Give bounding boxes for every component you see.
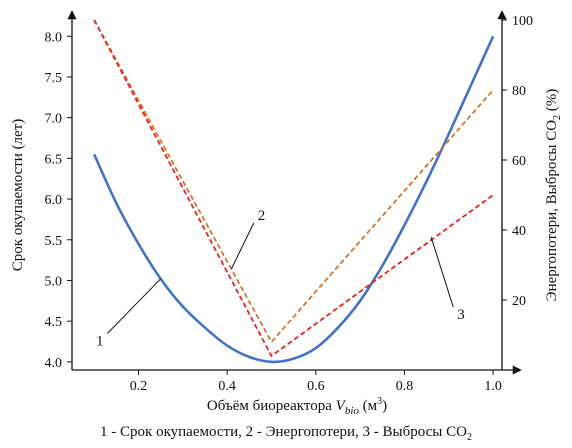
x-tick-label: 0.4	[218, 379, 236, 394]
annotation-1-leader	[107, 278, 162, 334]
y-left-tick-label: 4.0	[45, 356, 63, 371]
x-tick-label: 0.8	[396, 379, 414, 394]
y-right-tick-label: 20	[512, 294, 526, 309]
y-left-tick-label: 6.5	[45, 152, 63, 167]
x-tick-label: 0.2	[130, 379, 148, 394]
y-right-tick-label: 40	[512, 224, 526, 239]
legend-caption: 1 - Срок окупаемости, 2 - Энергопотери, …	[100, 424, 472, 443]
y-left-tick-label: 6.0	[45, 193, 63, 208]
y-left-tick-label: 5.5	[45, 234, 63, 249]
y-right-tick-label: 60	[512, 154, 526, 169]
y-left-axis-title: Срок окупаемости (лет)	[10, 119, 26, 272]
series-3-line	[93, 19, 494, 358]
y-right-tick-label: 100	[512, 14, 533, 29]
series-1-line	[92, 35, 495, 364]
y-right-tick-label: 80	[512, 84, 526, 99]
y-left-tick-label: 7.5	[45, 71, 63, 86]
annotation-3-leader	[430, 236, 454, 308]
y-left-tick-label: 5.0	[45, 274, 63, 289]
annotation-2-label: 2	[258, 208, 266, 224]
y-right-axis-title: Энергопотери, Выбросы CO2 (%)	[544, 89, 563, 302]
x-axis-title: Объём биореактора Vbio (м3)	[207, 396, 387, 417]
annotation-1-label: 1	[96, 333, 104, 349]
y-left-tick-label: 7.0	[45, 112, 63, 127]
y-left-tick-label: 8.0	[45, 30, 63, 45]
x-tick-label: 0.6	[307, 379, 325, 394]
annotation-2-leader	[231, 222, 255, 269]
series-2-line	[93, 19, 494, 344]
y-left-tick-label: 4.5	[45, 315, 63, 330]
annotation-3-label: 3	[457, 307, 465, 323]
x-tick-label: 1.0	[484, 379, 502, 394]
